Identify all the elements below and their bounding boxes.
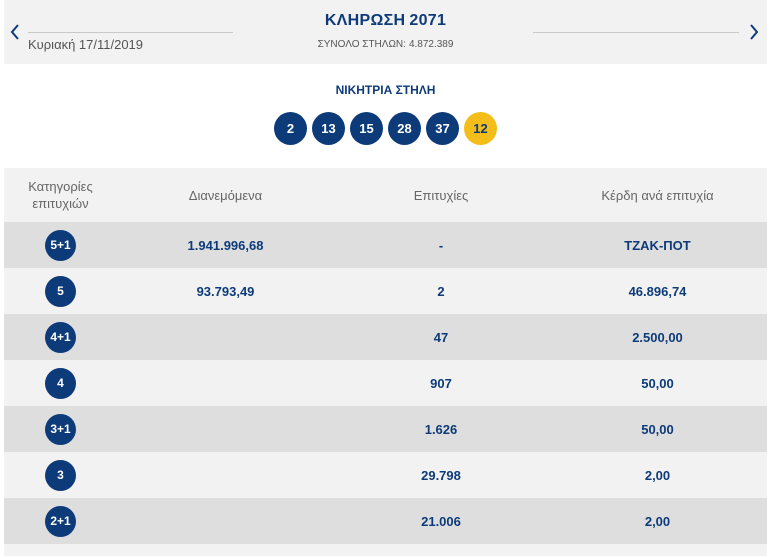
winning-column-label: ΝΙΚΗΤΡΙΑ ΣΤΗΛΗ [335, 83, 436, 97]
draw-number: 2071 [409, 12, 447, 29]
draw-date: Κυριακή 17/11/2019 [28, 37, 144, 52]
winners-value: 1.626 [424, 421, 458, 437]
prize-value: 46.896,74 [628, 283, 687, 299]
total-columns-label: ΣΥΝΟΛΟ ΣΤΗΛΩΝ: [317, 39, 406, 50]
chevron-left-icon[interactable] [6, 20, 24, 44]
table-row-partial [4, 544, 767, 556]
winners-value: - [438, 237, 444, 253]
number-ball: 2 [274, 112, 307, 145]
distributed-value [117, 360, 334, 406]
winners-value: 47 [433, 329, 449, 345]
number-ball: 15 [350, 112, 383, 145]
winning-numbers: 2 13 15 28 37 12 [0, 112, 771, 145]
table-row: 4 907 50,00 [4, 360, 767, 406]
distributed-value [117, 452, 334, 498]
category-badge: 5+1 [45, 229, 76, 261]
prize-value: ΤΖΑΚ-ΠΟΤ [624, 237, 691, 253]
category-badge: 5 [45, 275, 76, 307]
prize-value: 2.500,00 [632, 329, 683, 345]
distributed-value [117, 314, 334, 360]
header-prize: Κέρδη ανά επιτυχία [601, 187, 714, 203]
winners-value: 21.006 [421, 513, 461, 529]
prize-value: 2,00 [644, 467, 671, 483]
distributed-value: 93.793,49 [196, 283, 255, 299]
category-badge: 2+1 [45, 505, 76, 537]
header-distributed: Διανεμόμενα [188, 187, 263, 203]
header-divider-left [28, 32, 233, 33]
table-row: 3 29.798 2,00 [4, 452, 767, 498]
distributed-value [117, 406, 334, 452]
table-row: 2+1 21.006 2,00 [4, 498, 767, 544]
prize-value: 2,00 [644, 513, 671, 529]
category-badge: 3 [45, 459, 76, 491]
results-table: 5+1 1.941.996,68 - ΤΖΑΚ-ΠΟΤ 5 93.793,49 … [4, 222, 767, 556]
table-row: 3+1 1.626 50,00 [4, 406, 767, 452]
prize-value: 50,00 [641, 421, 674, 437]
prize-value: 50,00 [641, 375, 674, 391]
table-row: 4+1 47 2.500,00 [4, 314, 767, 360]
winners-value: 907 [430, 375, 452, 391]
total-columns-value: 4.872.389 [408, 39, 454, 50]
header-divider-right [533, 32, 739, 33]
header-category: Κατηγορίες επιτυχιών [28, 179, 93, 211]
category-badge: 3+1 [45, 413, 76, 445]
draw-header: Κυριακή 17/11/2019 ΚΛΗΡΩΣΗ 2071 ΣΥΝΟΛΟ ΣΤ… [4, 0, 767, 64]
category-badge: 4 [45, 367, 76, 399]
draw-title-prefix: ΚΛΗΡΩΣΗ [324, 12, 406, 29]
number-ball: 13 [312, 112, 345, 145]
number-ball: 37 [426, 112, 459, 145]
number-ball: 28 [388, 112, 421, 145]
draw-title: ΚΛΗΡΩΣΗ 2071 [4, 12, 767, 30]
category-badge: 4+1 [45, 321, 76, 353]
winners-value: 2 [437, 283, 445, 299]
joker-ball: 12 [464, 112, 497, 145]
table-row: 5+1 1.941.996,68 - ΤΖΑΚ-ΠΟΤ [4, 222, 767, 268]
winners-value: 29.798 [421, 467, 461, 483]
distributed-value [117, 498, 334, 544]
chevron-right-icon[interactable] [745, 20, 763, 44]
table-header: Κατηγορίες επιτυχιών Διανεμόμενα Επιτυχί… [4, 168, 767, 222]
header-winners: Επιτυχίες [413, 187, 469, 203]
distributed-value: 1.941.996,68 [187, 237, 264, 253]
total-columns: ΣΥΝΟΛΟ ΣΤΗΛΩΝ: 4.872.389 [4, 39, 767, 50]
table-row: 5 93.793,49 2 46.896,74 [4, 268, 767, 314]
